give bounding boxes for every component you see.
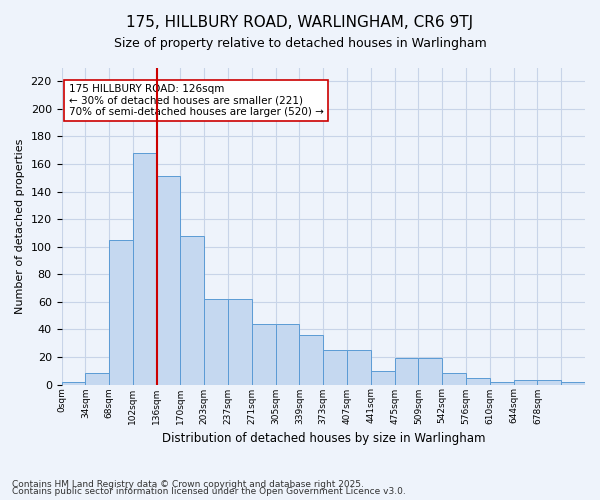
Bar bbox=[228, 299, 252, 384]
Bar bbox=[323, 350, 347, 384]
Bar bbox=[299, 335, 323, 384]
X-axis label: Distribution of detached houses by size in Warlingham: Distribution of detached houses by size … bbox=[161, 432, 485, 445]
Bar bbox=[442, 374, 466, 384]
Bar bbox=[490, 382, 514, 384]
Bar bbox=[181, 236, 204, 384]
Bar bbox=[371, 370, 395, 384]
Bar bbox=[252, 324, 275, 384]
Bar bbox=[85, 374, 109, 384]
Bar bbox=[538, 380, 561, 384]
Text: Contains HM Land Registry data © Crown copyright and database right 2025.: Contains HM Land Registry data © Crown c… bbox=[12, 480, 364, 489]
Bar bbox=[395, 358, 418, 384]
Bar bbox=[275, 324, 299, 384]
Y-axis label: Number of detached properties: Number of detached properties bbox=[15, 138, 25, 314]
Text: 175, HILLBURY ROAD, WARLINGHAM, CR6 9TJ: 175, HILLBURY ROAD, WARLINGHAM, CR6 9TJ bbox=[127, 15, 473, 30]
Text: 175 HILLBURY ROAD: 126sqm
← 30% of detached houses are smaller (221)
70% of semi: 175 HILLBURY ROAD: 126sqm ← 30% of detac… bbox=[68, 84, 323, 117]
Bar bbox=[133, 153, 157, 384]
Bar bbox=[109, 240, 133, 384]
Bar bbox=[347, 350, 371, 384]
Bar bbox=[466, 378, 490, 384]
Bar bbox=[514, 380, 538, 384]
Bar bbox=[157, 176, 181, 384]
Text: Contains public sector information licensed under the Open Government Licence v3: Contains public sector information licen… bbox=[12, 487, 406, 496]
Bar bbox=[418, 358, 442, 384]
Text: Size of property relative to detached houses in Warlingham: Size of property relative to detached ho… bbox=[113, 38, 487, 51]
Bar bbox=[204, 299, 228, 384]
Bar bbox=[62, 382, 85, 384]
Bar bbox=[561, 382, 585, 384]
